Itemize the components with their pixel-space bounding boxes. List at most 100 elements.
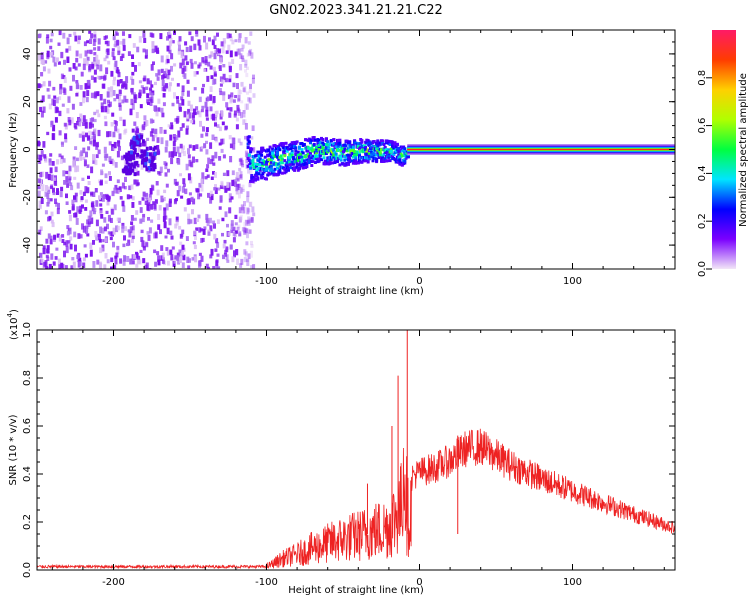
ridge-cell — [267, 166, 271, 170]
noise-cell — [176, 115, 180, 123]
noise-cell — [109, 160, 113, 164]
noise-cell — [235, 124, 239, 130]
ridge-cell — [317, 159, 321, 163]
noise-cell — [116, 245, 120, 250]
noise-cell — [46, 88, 50, 92]
noise-cell — [186, 113, 189, 120]
noise-cell — [83, 41, 87, 47]
noise-cell — [157, 69, 161, 76]
noise-cell — [103, 217, 107, 223]
noise-cell — [99, 247, 102, 254]
ridge-cell — [295, 162, 299, 166]
noise-cell — [219, 83, 223, 87]
noise-cell — [129, 76, 133, 80]
ridge-cell — [272, 169, 276, 173]
noise-cell — [103, 153, 107, 159]
noise-cell — [70, 185, 74, 191]
noise-cell — [217, 187, 221, 191]
noise-cell — [179, 241, 183, 246]
noise-cell — [106, 131, 110, 138]
ridge-cell — [285, 149, 289, 153]
noise-cell — [55, 57, 59, 63]
noise-cell — [186, 79, 190, 84]
noise-cell — [241, 58, 245, 62]
noise-cell — [165, 140, 169, 147]
noise-cell — [119, 79, 123, 84]
noise-cell — [172, 146, 176, 152]
noise-cell — [205, 109, 209, 117]
noise-cell — [70, 117, 74, 124]
noise-cell — [150, 219, 154, 223]
noise-cell — [246, 228, 250, 232]
noise-cell — [184, 41, 188, 46]
noise-cell — [147, 199, 151, 206]
noise-cell — [37, 141, 41, 146]
noise-cell — [190, 62, 194, 69]
ridge-cell — [261, 172, 265, 176]
ridge-cell — [354, 157, 358, 161]
noise-cell — [109, 217, 113, 223]
noise-cell — [65, 48, 69, 53]
noise-cell — [164, 68, 168, 74]
noise-cell — [104, 180, 108, 184]
ridge-cell — [299, 162, 303, 166]
noise-cell — [242, 119, 246, 125]
noise-cell — [239, 141, 243, 146]
noise-blob-cell — [123, 168, 127, 173]
noise-cell — [193, 112, 197, 116]
ridge-cell — [299, 152, 303, 156]
noise-cell — [248, 50, 252, 56]
noise-blob-cell — [140, 134, 144, 139]
y-tick-label: 0 — [22, 146, 33, 152]
noise-cell — [150, 152, 154, 157]
noise-cell — [112, 34, 116, 41]
noise-cell — [81, 131, 85, 136]
ridge-cell — [347, 153, 350, 157]
noise-cell — [118, 102, 122, 107]
ridge-cell — [323, 162, 327, 166]
noise-cell — [131, 225, 135, 231]
noise-cell — [65, 246, 69, 254]
noise-cell — [233, 250, 236, 258]
noise-cell — [223, 252, 227, 257]
ridge-cell — [397, 147, 401, 150]
ridge-cell — [343, 158, 347, 162]
noise-cell — [198, 45, 202, 51]
noise-cell — [167, 124, 171, 128]
noise-cell — [234, 214, 238, 219]
ridge-cell — [274, 162, 278, 166]
ridge-cell — [267, 149, 271, 153]
noise-cell — [229, 50, 233, 58]
noise-blob-cell — [148, 152, 152, 157]
noise-cell — [131, 235, 135, 240]
ridge-cell — [372, 152, 376, 156]
ridge-cell — [251, 179, 255, 183]
noise-cell — [91, 131, 95, 136]
noise-cell — [131, 62, 135, 67]
ridge-cell — [326, 140, 330, 144]
noise-blob-cell — [145, 152, 149, 157]
noise-cell — [54, 198, 57, 204]
noise-cell — [139, 249, 143, 253]
noise-cell — [41, 171, 45, 177]
noise-cell — [63, 59, 66, 65]
noise-cell — [84, 253, 88, 258]
ridge-cell — [300, 159, 304, 163]
noise-cell — [236, 226, 240, 231]
noise-cell — [240, 112, 243, 119]
noise-cell — [47, 68, 51, 74]
ridge-cell — [256, 176, 260, 180]
noise-cell — [76, 182, 80, 189]
noise-cell — [48, 159, 52, 166]
noise-cell — [162, 74, 166, 79]
noise-cell — [103, 146, 107, 154]
noise-cell — [44, 156, 48, 163]
noise-cell — [100, 106, 104, 113]
noise-cell — [98, 238, 102, 243]
noise-cell — [221, 79, 225, 84]
noise-cell — [127, 229, 131, 233]
noise-cell — [91, 205, 95, 212]
ridge-cell — [375, 153, 379, 157]
noise-cell — [88, 30, 92, 34]
ridge-cell — [324, 152, 328, 155]
